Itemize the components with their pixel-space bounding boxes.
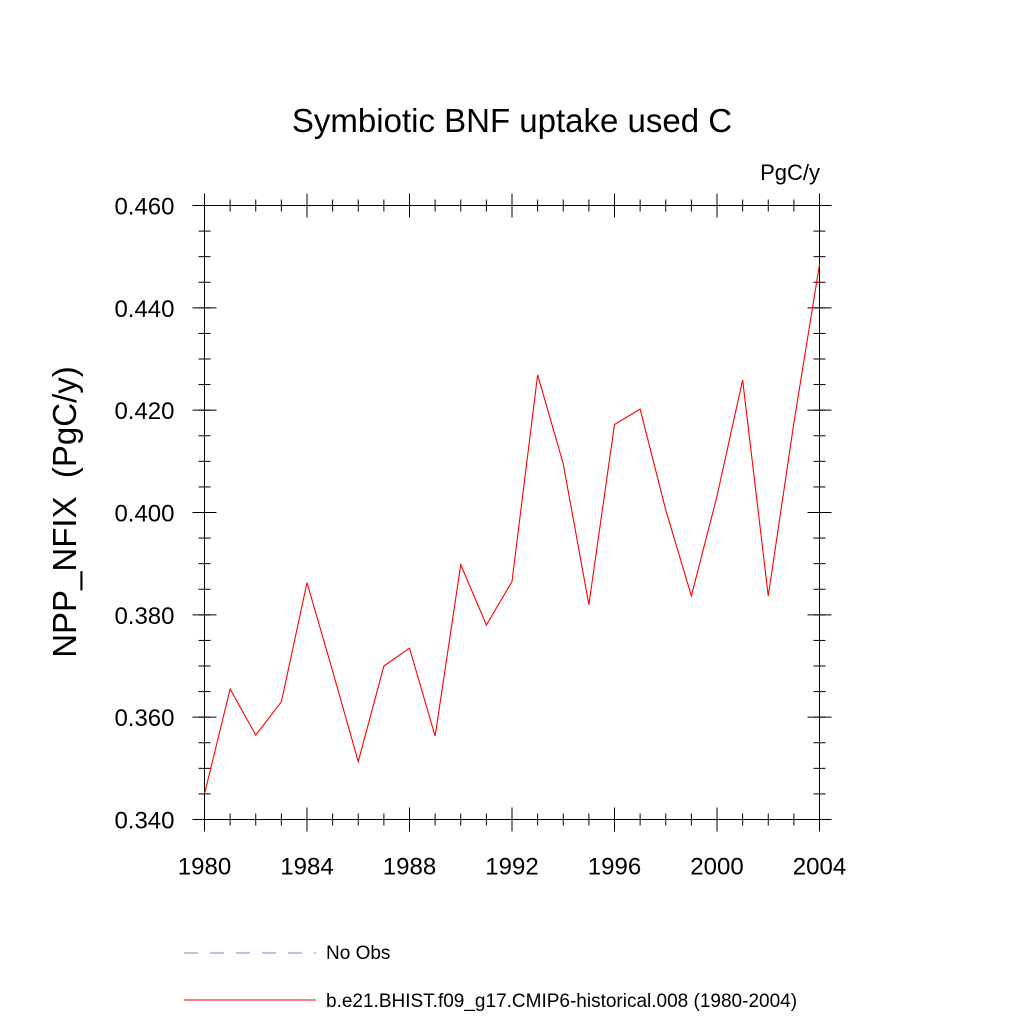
y-tick-label: 0.440 [114, 296, 174, 323]
units-label: PgC/y [760, 160, 820, 185]
y-tick-label: 0.380 [114, 603, 174, 630]
y-tick-labels: 0.340 0.360 0.380 0.400 0.420 0.440 0.460 [114, 194, 174, 835]
legend-label-historical: b.e21.BHIST.f09_g17.CMIP6-historical.008… [326, 991, 797, 1012]
y-tick-label: 0.400 [114, 501, 174, 528]
x-tick-label: 1988 [383, 854, 436, 881]
x-tick-label: 1996 [588, 854, 641, 881]
x-tick-label: 1984 [280, 854, 333, 881]
series-line-0 [203, 264, 821, 795]
x-tick-label: 1992 [485, 854, 538, 881]
plot-frame [204, 205, 820, 820]
y-tick-label: 0.460 [114, 194, 174, 221]
x-tick-label: 1980 [178, 854, 231, 881]
x-tick-label: 2000 [690, 854, 743, 881]
legend-label-no-obs: No Obs [326, 943, 390, 964]
y-tick-label: 0.360 [114, 705, 174, 732]
series-group [203, 264, 821, 795]
chart-title: Symbiotic BNF uptake used C [292, 102, 732, 139]
legend: No Obs b.e21.BHIST.f09_g17.CMIP6-histori… [184, 943, 797, 1012]
x-tick-label: 2004 [793, 854, 846, 881]
minor-ticks [198, 199, 826, 826]
major-ticks [192, 193, 832, 832]
x-tick-labels: 1980 1984 1988 1992 1996 2000 2004 [178, 854, 846, 881]
y-tick-label: 0.420 [114, 398, 174, 425]
y-tick-label: 0.340 [114, 808, 174, 835]
y-axis-label: NPP_NFIX (PgC/y) [46, 366, 83, 658]
